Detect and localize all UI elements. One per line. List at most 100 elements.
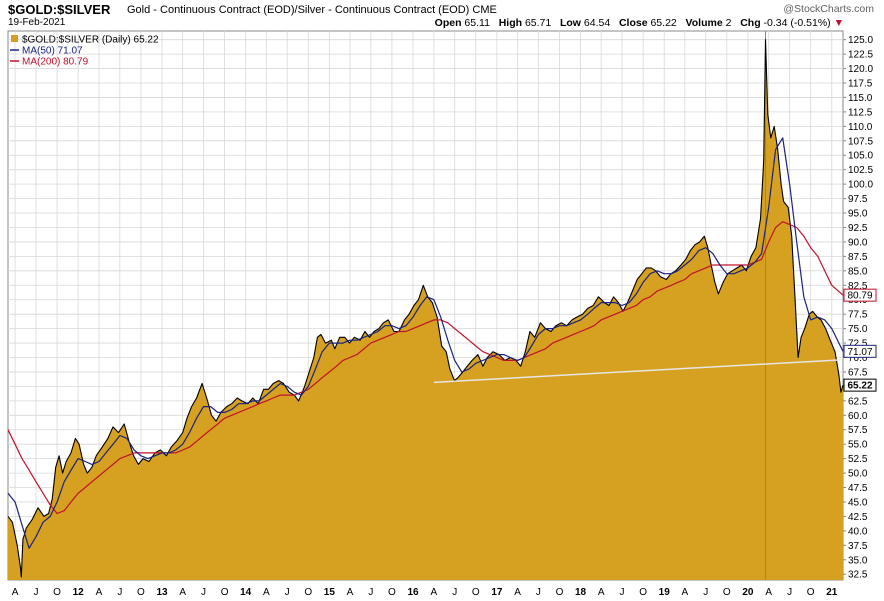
high-label: High bbox=[498, 17, 523, 29]
y-tick-label: 77.5 bbox=[848, 310, 868, 321]
price-area bbox=[8, 39, 843, 580]
x-tick-label: 13 bbox=[156, 587, 168, 598]
x-tick-label: A bbox=[682, 587, 689, 598]
y-tick-label: 37.5 bbox=[848, 541, 868, 552]
close-value: 65.22 bbox=[650, 17, 677, 29]
y-tick-label: 82.5 bbox=[848, 281, 868, 292]
y-tick-label: 87.5 bbox=[848, 252, 868, 263]
chg-value: -0.34 (-0.51%) bbox=[763, 17, 831, 29]
open-label: Open bbox=[434, 17, 462, 29]
price-tag-label: 71.07 bbox=[847, 347, 872, 358]
y-tick-label: 100.0 bbox=[848, 180, 873, 191]
x-tick-label: 21 bbox=[826, 587, 838, 598]
volume-value: 2 bbox=[725, 17, 732, 29]
y-tick-label: 122.5 bbox=[848, 50, 873, 61]
legend-swatch bbox=[11, 35, 18, 42]
y-tick-label: 117.5 bbox=[848, 79, 873, 90]
chart-header: $GOLD:$SILVER Gold - Continuous Contract… bbox=[0, 0, 884, 30]
y-tick-label: 115.0 bbox=[848, 93, 873, 104]
close-label: Close bbox=[618, 17, 648, 29]
x-tick-label: 18 bbox=[575, 587, 587, 598]
legend-entry: MA(200) 80.79 bbox=[22, 57, 89, 68]
x-tick-label: A bbox=[765, 587, 772, 598]
ma50-line bbox=[7, 137, 844, 549]
x-tick-label: 15 bbox=[324, 587, 336, 598]
x-tick-label: A bbox=[96, 587, 103, 598]
x-tick-label: J bbox=[536, 587, 541, 598]
x-tick-label: J bbox=[620, 587, 625, 598]
x-tick-label: J bbox=[368, 587, 373, 598]
x-tick-label: O bbox=[137, 587, 145, 598]
x-tick-label: O bbox=[53, 587, 61, 598]
price-tag-box bbox=[843, 344, 877, 358]
y-tick-label: 42.5 bbox=[848, 512, 868, 523]
y-tick-label: 120.0 bbox=[848, 64, 873, 75]
x-tick-label: O bbox=[388, 587, 396, 598]
x-tick-label: 14 bbox=[240, 587, 252, 598]
y-tick-label: 47.5 bbox=[848, 483, 868, 494]
x-tick-label: O bbox=[556, 587, 564, 598]
y-tick-label: 85.0 bbox=[848, 266, 868, 277]
x-tick-label: J bbox=[117, 587, 122, 598]
y-tick-label: 90.0 bbox=[848, 237, 868, 248]
y-tick-label: 105.0 bbox=[848, 151, 873, 162]
y-tick-label: 60.0 bbox=[848, 411, 868, 422]
support-trendline[interactable] bbox=[433, 359, 841, 384]
y-tick-label: 70.0 bbox=[848, 353, 868, 364]
price-tag-label: 80.79 bbox=[847, 291, 872, 302]
x-tick-label: O bbox=[472, 587, 480, 598]
price-tag-box bbox=[843, 288, 877, 302]
x-tick-label: 20 bbox=[742, 587, 754, 598]
y-tick-label: 92.5 bbox=[848, 223, 868, 234]
y-tick-label: 35.0 bbox=[848, 555, 868, 566]
legend-entry: $GOLD:$SILVER (Daily) 65.22 bbox=[22, 35, 159, 46]
x-tick-label: J bbox=[787, 587, 792, 598]
x-tick-label: J bbox=[33, 587, 38, 598]
open-value: 65.11 bbox=[464, 17, 490, 29]
y-tick-label: 40.0 bbox=[848, 526, 868, 537]
x-tick-label: J bbox=[452, 587, 457, 598]
stockcharts-logo[interactable]: @StockCharts.com bbox=[783, 3, 874, 15]
price-line bbox=[7, 39, 844, 578]
x-tick-label: A bbox=[179, 587, 186, 598]
y-tick-label: 125.0 bbox=[848, 35, 873, 46]
volume-label: Volume bbox=[685, 17, 723, 29]
x-tick-label: A bbox=[263, 587, 270, 598]
y-tick-label: 57.5 bbox=[848, 425, 868, 436]
legend-entry: MA(50) 71.07 bbox=[22, 46, 83, 57]
y-tick-label: 45.0 bbox=[848, 497, 868, 508]
price-tag-label: 65.22 bbox=[847, 381, 872, 392]
y-tick-label: 55.0 bbox=[848, 440, 868, 451]
y-tick-label: 95.0 bbox=[848, 209, 868, 220]
x-tick-label: A bbox=[347, 587, 354, 598]
chart-date: 19-Feb-2021 bbox=[8, 17, 66, 28]
high-value: 65.71 bbox=[524, 17, 552, 29]
y-tick-label: 107.5 bbox=[848, 136, 873, 147]
low-value: 64.54 bbox=[583, 17, 611, 29]
x-tick-label: O bbox=[304, 587, 312, 598]
chg-label: Chg bbox=[740, 17, 761, 29]
price-tag-box bbox=[843, 378, 877, 392]
y-tick-label: 67.5 bbox=[848, 367, 868, 378]
chart-description: Gold - Continuous Contract (EOD)/Silver … bbox=[127, 4, 497, 16]
y-tick-label: 75.0 bbox=[848, 324, 868, 335]
x-tick-label: 12 bbox=[73, 587, 85, 598]
y-tick-label: 72.5 bbox=[848, 339, 868, 350]
x-tick-label: A bbox=[598, 587, 605, 598]
x-tick-label: J bbox=[201, 587, 206, 598]
x-tick-label: 17 bbox=[491, 587, 503, 598]
x-tick-label: 19 bbox=[659, 587, 671, 598]
x-tick-label: O bbox=[723, 587, 731, 598]
y-tick-label: 50.0 bbox=[848, 469, 868, 480]
y-tick-label: 112.5 bbox=[848, 107, 873, 118]
y-tick-label: 32.5 bbox=[848, 570, 868, 581]
ohlc-summary: Open 65.11 High 65.71 Low 64.54 Close 65… bbox=[435, 17, 844, 29]
x-tick-label: 16 bbox=[407, 587, 419, 598]
y-tick-label: 102.5 bbox=[848, 165, 873, 176]
x-tick-label: A bbox=[431, 587, 438, 598]
chg-down-arrow-icon: ▼ bbox=[833, 17, 844, 29]
y-tick-label: 110.0 bbox=[848, 122, 873, 133]
chart-symbol: $GOLD:$SILVER bbox=[8, 2, 111, 17]
x-tick-label: A bbox=[514, 587, 521, 598]
